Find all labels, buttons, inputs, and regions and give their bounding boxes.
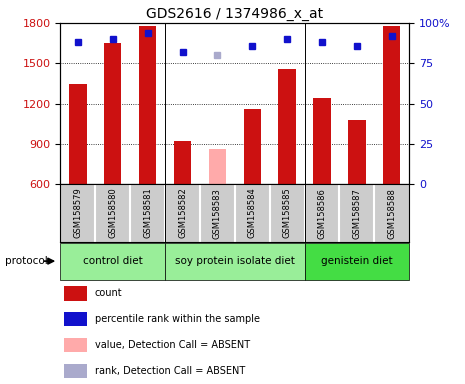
- Bar: [104, 43, 121, 184]
- Bar: [279, 69, 296, 184]
- Text: GSM158584: GSM158584: [248, 188, 257, 238]
- Bar: [65, 286, 87, 301]
- Text: rank, Detection Call = ABSENT: rank, Detection Call = ABSENT: [95, 366, 245, 376]
- Text: GSM158581: GSM158581: [143, 188, 152, 238]
- Text: GSM158580: GSM158580: [108, 188, 117, 238]
- Text: GSM158587: GSM158587: [352, 188, 361, 238]
- Bar: [174, 141, 191, 184]
- Text: GSM158582: GSM158582: [178, 188, 187, 238]
- Title: GDS2616 / 1374986_x_at: GDS2616 / 1374986_x_at: [146, 7, 323, 21]
- Bar: [348, 120, 365, 184]
- Text: control diet: control diet: [83, 256, 143, 266]
- Text: percentile rank within the sample: percentile rank within the sample: [95, 314, 260, 324]
- Bar: [65, 364, 87, 378]
- Text: GSM158586: GSM158586: [318, 188, 326, 238]
- Bar: [139, 26, 156, 184]
- Text: protocol: protocol: [5, 256, 47, 266]
- Text: soy protein isolate diet: soy protein isolate diet: [175, 256, 295, 266]
- Text: GSM158585: GSM158585: [283, 188, 292, 238]
- Bar: [209, 149, 226, 184]
- Bar: [60, 243, 165, 280]
- Text: value, Detection Call = ABSENT: value, Detection Call = ABSENT: [95, 340, 250, 350]
- Bar: [383, 26, 400, 184]
- Bar: [165, 243, 305, 280]
- Bar: [65, 312, 87, 326]
- Text: genistein diet: genistein diet: [321, 256, 393, 266]
- Text: count: count: [95, 288, 122, 298]
- Bar: [69, 84, 86, 184]
- Text: GSM158583: GSM158583: [213, 188, 222, 238]
- Bar: [313, 98, 331, 184]
- Bar: [244, 109, 261, 184]
- Text: GSM158579: GSM158579: [73, 188, 82, 238]
- Bar: [65, 338, 87, 353]
- Bar: [305, 243, 409, 280]
- Text: GSM158588: GSM158588: [387, 188, 396, 238]
